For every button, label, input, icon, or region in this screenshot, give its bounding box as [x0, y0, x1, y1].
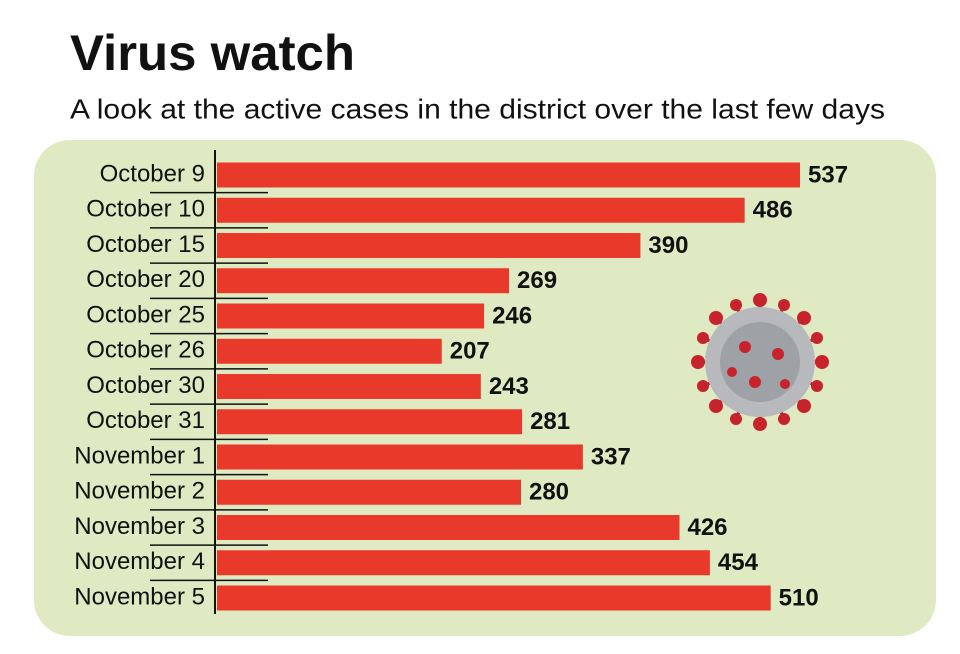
category-label: October 10: [86, 196, 205, 223]
chart-subtitle: A look at the active cases in the distri…: [70, 93, 885, 124]
bar: [217, 197, 745, 223]
category-label: November 3: [74, 513, 205, 540]
value-label: 281: [530, 408, 570, 435]
bar: [217, 162, 800, 188]
value-label: 486: [753, 197, 793, 224]
category-label: October 15: [86, 231, 205, 258]
value-label: 454: [718, 549, 759, 576]
category-label: November 2: [74, 478, 205, 505]
category-label: November 1: [74, 442, 205, 469]
category-label: October 30: [86, 372, 205, 399]
virus-icon: [691, 293, 829, 431]
category-label: November 4: [74, 548, 205, 575]
value-label: 243: [489, 373, 529, 400]
bar: [217, 585, 771, 611]
category-label: November 5: [74, 583, 205, 610]
bar: [217, 233, 641, 258]
value-label: 337: [591, 443, 631, 470]
bar: [217, 374, 481, 399]
category-label: October 31: [86, 407, 205, 434]
value-label: 510: [779, 584, 819, 611]
value-label: 207: [450, 338, 490, 365]
panel: [34, 140, 936, 636]
bar: [217, 303, 485, 329]
category-label: October 25: [86, 301, 205, 328]
bar: [217, 515, 680, 540]
value-label: 280: [529, 479, 569, 506]
value-label: 426: [687, 514, 727, 541]
value-label: 390: [648, 232, 688, 259]
bar: [217, 479, 521, 505]
value-label: 269: [517, 267, 557, 294]
bar: [217, 550, 710, 576]
category-label: October 26: [86, 337, 205, 364]
category-label: October 20: [86, 266, 205, 293]
category-label: October 9: [100, 160, 205, 187]
bar: [217, 338, 442, 364]
bar: [217, 409, 523, 435]
value-label: 246: [492, 302, 532, 329]
bar: [217, 268, 510, 294]
value-label: 537: [808, 161, 848, 188]
chart-title: Virus watch: [70, 25, 355, 81]
bar: [217, 444, 583, 470]
